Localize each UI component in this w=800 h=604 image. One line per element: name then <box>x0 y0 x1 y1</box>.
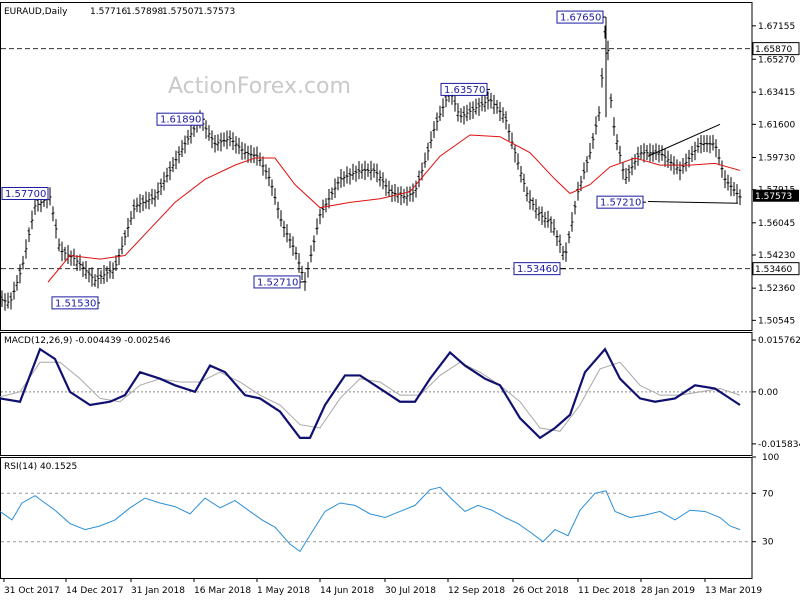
x-tick-label: 14 Dec 2017 <box>66 586 124 596</box>
rsi-panel-frame <box>0 457 753 579</box>
annotation-label: 1.52710 <box>257 277 298 288</box>
ohlc-value: 1.57507 <box>162 7 199 17</box>
rsi-line <box>0 486 741 553</box>
x-tick-label: 30 Jul 2018 <box>385 586 436 596</box>
level-price-label: 1.53460 <box>755 265 792 275</box>
price-tick-label: 1.65270 <box>758 55 795 65</box>
annotation-label: 1.53460 <box>517 264 558 275</box>
last-price-box <box>753 189 799 202</box>
macd-label: MACD(12,26,9) -0.004439 -0.002546 <box>4 336 171 346</box>
price-tick-label: 1.67155 <box>758 22 795 32</box>
ohlc-value: 1.57898 <box>126 7 163 17</box>
last-price-label: 1.57573 <box>755 192 792 202</box>
ohlc-value: 1.57573 <box>198 7 235 17</box>
annotation-label: 1.51530 <box>55 298 96 309</box>
x-tick-label: 28 Jan 2019 <box>641 586 695 596</box>
price-tick-label: 1.54230 <box>758 251 795 261</box>
rsi-label: RSI(14) 40.1525 <box>4 462 77 472</box>
macd-signal-line <box>0 361 741 432</box>
level-price-box <box>752 42 800 56</box>
annotation-label: 1.67650 <box>560 13 601 24</box>
annotation-label: 1.61890 <box>160 115 201 126</box>
chart-symbol: EURAUD,Daily <box>4 7 68 17</box>
x-tick-label: 26 Oct 2018 <box>513 586 569 596</box>
ohlc-value: 1.57716 <box>90 7 127 17</box>
macd-tick-label: -0.015834 <box>758 440 800 450</box>
upper-trend-line <box>647 123 721 157</box>
macd-tick-label: 0.00 <box>758 388 778 398</box>
annotation-label: 1.57700 <box>5 189 46 200</box>
x-tick-label: 12 Sep 2018 <box>448 586 505 596</box>
moving-average-line <box>47 134 741 283</box>
price-tick-label: 1.61600 <box>758 120 795 130</box>
level-price-label: 1.65870 <box>755 45 792 55</box>
lower-trend-line <box>647 200 739 204</box>
x-tick-label: 1 May 2018 <box>257 586 310 596</box>
x-tick-label: 31 Oct 2017 <box>4 586 60 596</box>
annotation-box <box>1 186 49 200</box>
price-tick-label: 1.59730 <box>758 153 795 163</box>
price-tick-label: 1.52360 <box>758 284 795 294</box>
price-tick-label: 1.56045 <box>758 219 795 229</box>
rsi-tick-label: 100 <box>762 453 779 463</box>
annotation-label: 1.57210 <box>600 198 641 209</box>
macd-tick-label: 0.015762 <box>758 336 800 346</box>
rsi-tick-label: 30 <box>762 538 774 548</box>
x-tick-label: 14 Jun 2018 <box>320 586 374 596</box>
price-panel-frame <box>0 2 753 331</box>
x-tick-label: 31 Jan 2018 <box>131 586 185 596</box>
level-price-box <box>752 262 800 276</box>
rsi-tick-label: 70 <box>762 489 774 499</box>
macd-line <box>0 347 741 440</box>
annotation-label: 1.63570 <box>444 85 485 96</box>
x-tick-label: 11 Dec 2018 <box>578 586 636 596</box>
price-tick-label: 1.50545 <box>758 316 795 326</box>
price-tick-label: 1.63415 <box>758 88 795 98</box>
x-tick-label: 16 Mar 2018 <box>194 586 251 596</box>
x-tick-label: 13 Mar 2019 <box>705 586 762 596</box>
macd-panel-frame <box>0 332 753 456</box>
watermark: ActionForex.com <box>168 74 351 99</box>
